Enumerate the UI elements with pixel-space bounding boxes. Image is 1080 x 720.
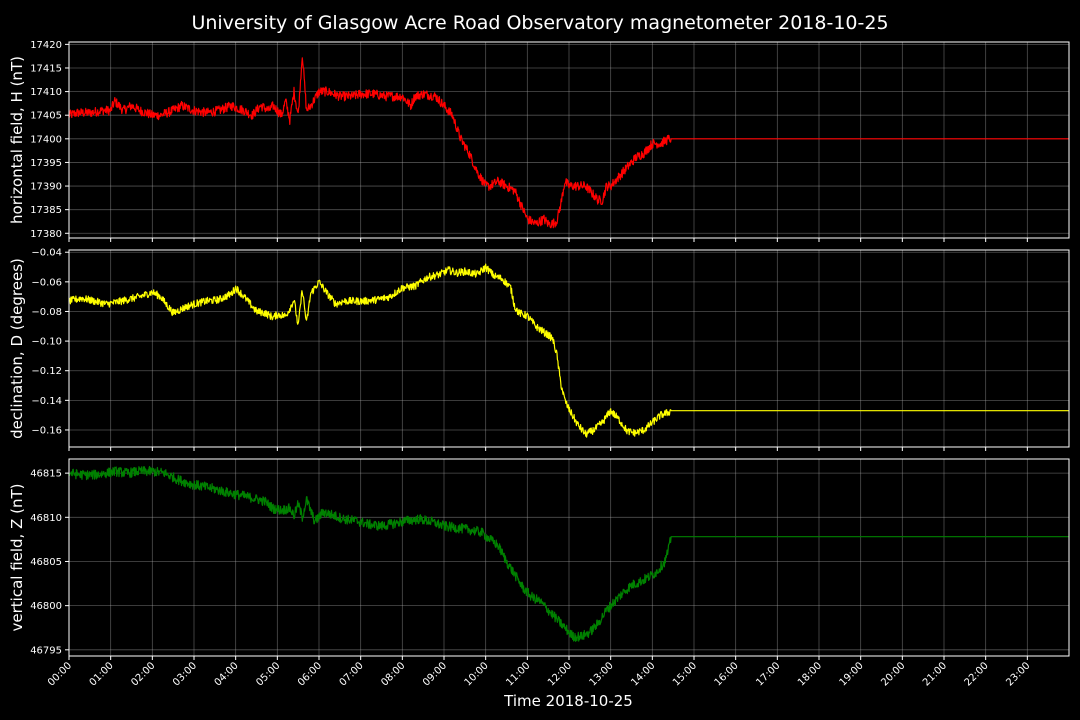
- x-tick-label: 02:00: [129, 660, 157, 688]
- y-axis-label: vertical field, Z (nT): [8, 483, 26, 631]
- x-tick-label: 16:00: [713, 660, 741, 688]
- y-tick-label: −0.04: [31, 248, 62, 259]
- y-tick-label: −0.10: [31, 337, 62, 348]
- x-tick-label: 14:00: [629, 660, 657, 688]
- series-line-1: [68, 57, 1069, 229]
- x-tick-label: 23:00: [1004, 660, 1032, 688]
- series-line-3: [68, 465, 1069, 642]
- y-axis-label: horizontal field, H (nT): [8, 56, 26, 224]
- plot-frame: [68, 41, 1070, 239]
- series-line-2: [68, 263, 1069, 438]
- y-tick-label: −0.08: [31, 307, 62, 318]
- y-tick-label: 17415: [30, 63, 62, 74]
- y-tick-label: 17420: [30, 40, 62, 51]
- panel-1: 17380 17385 17390 17395 17400 17405 17410 17415…: [8, 40, 1070, 242]
- chart-title: University of Glasgow Acre Road Observat…: [191, 12, 888, 34]
- y-tick-label: 46800: [30, 601, 62, 612]
- y-tick-label: 17385: [30, 205, 62, 216]
- x-tick-label: 08:00: [379, 660, 407, 688]
- y-tick-label: 46810: [30, 513, 62, 524]
- panel-2: −0.16 −0.14 −0.12 −0.10 −0.08 −0.06 −0.04 decli…: [8, 248, 1070, 451]
- panel-3: 46795 46800 46805 46810 46815 vertical field,…: [8, 458, 1070, 660]
- y-tick-label: 46815: [30, 469, 62, 480]
- x-tick-label: 05:00: [254, 660, 282, 688]
- x-tick-label: 10:00: [463, 660, 491, 688]
- x-tick-label: 00:00: [46, 660, 74, 688]
- x-tick-label: 18:00: [796, 660, 824, 688]
- y-tick-label: −0.06: [31, 277, 62, 288]
- y-tick-label: 17395: [30, 158, 62, 169]
- y-tick-label: 17390: [30, 182, 62, 193]
- y-tick-label: 17410: [30, 87, 62, 98]
- x-tick-label: 07:00: [338, 660, 366, 688]
- plot-frame: [68, 249, 1070, 448]
- y-tick-label: −0.12: [31, 366, 62, 377]
- y-tick-label: −0.14: [31, 396, 62, 407]
- x-tick-label: 04:00: [213, 660, 241, 688]
- x-tick-label: 20:00: [879, 660, 907, 688]
- x-tick-label: 01:00: [88, 660, 116, 688]
- x-tick-label: 09:00: [421, 660, 449, 688]
- y-tick-label: 17380: [30, 229, 62, 240]
- x-tick-label: 17:00: [754, 660, 782, 688]
- x-tick-label: 06:00: [296, 660, 324, 688]
- x-axis-label: Time 2018-10-25: [503, 692, 633, 710]
- y-tick-label: 46795: [30, 645, 62, 656]
- y-tick-label: 46805: [30, 557, 62, 568]
- x-tick-label: 11:00: [504, 660, 532, 688]
- x-tick-label: 15:00: [671, 660, 699, 688]
- y-tick-label: 17405: [30, 111, 62, 122]
- x-tick-label: 19:00: [838, 660, 866, 688]
- x-tick-label: 22:00: [963, 660, 991, 688]
- plot-frame: [68, 458, 1070, 657]
- x-tick-label: 21:00: [921, 660, 949, 688]
- x-tick-label: 12:00: [546, 660, 574, 688]
- y-tick-label: 17400: [30, 134, 62, 145]
- x-tick-label: 13:00: [588, 660, 616, 688]
- x-tick-label: 03:00: [171, 660, 199, 688]
- y-tick-label: −0.16: [31, 425, 62, 436]
- y-axis-label: declination, D (degrees): [8, 258, 26, 439]
